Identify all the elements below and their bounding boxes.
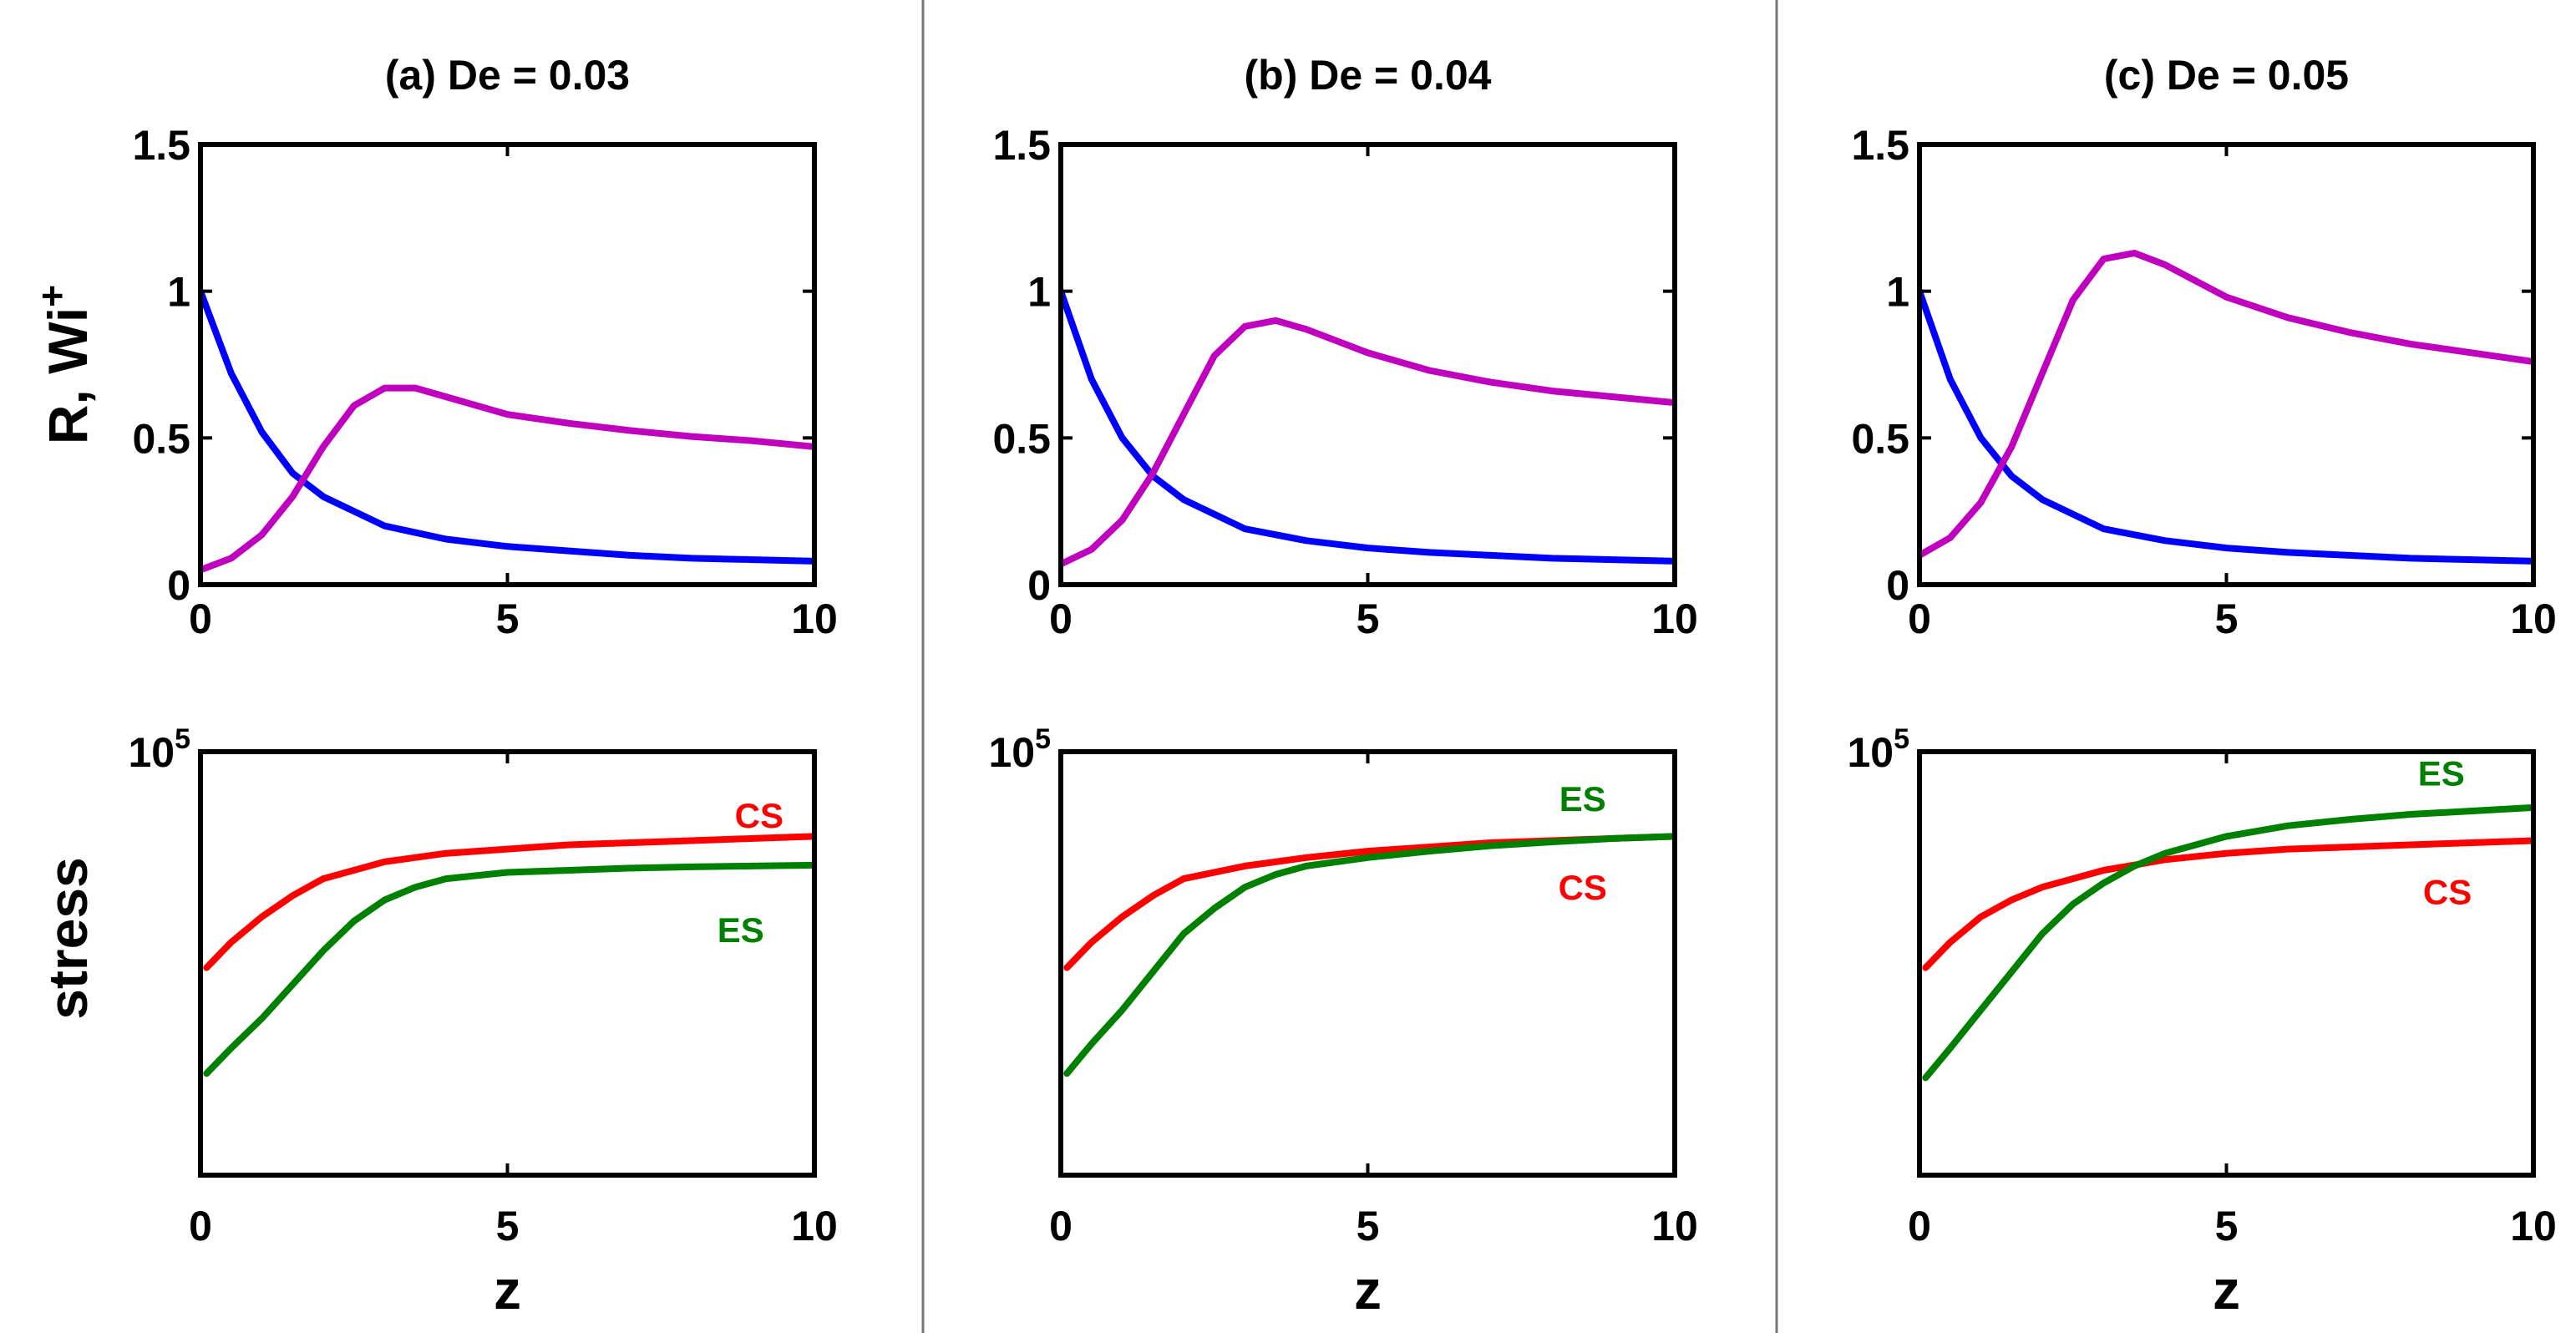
top-b-axes-frame [1058, 142, 1677, 587]
top-b-series-wi-plus [1061, 317, 1675, 568]
bottom-b-xtick-label-5: 5 [1356, 1203, 1380, 1249]
bottom-a-ytick-label-top: 105 [128, 723, 190, 776]
bottom-a-series-es [203, 861, 814, 1077]
bottom-b-ytick-label-top: 105 [988, 723, 1051, 776]
bottom-a-xtick-label-5: 5 [496, 1203, 520, 1249]
top-a-title: (a) De = 0.03 [385, 52, 630, 99]
top-c-series-r [1919, 287, 2533, 565]
top-c-xtick-label-0: 0 [1908, 596, 1931, 642]
top-c-axes-frame [1917, 142, 2536, 587]
top-b-xtick-label-10: 10 [1651, 596, 1698, 642]
bottom-c-xtick-label-0: 0 [1908, 1203, 1931, 1249]
top-b-ytick-label-0.5: 0.5 [992, 415, 1051, 462]
bottom-b-xtick-label-10: 10 [1651, 1203, 1698, 1249]
top-c-xtick-label-5: 5 [2215, 596, 2239, 642]
bottom-b-series-label-cs: CS [1559, 868, 1607, 907]
bottom-a-series-cs [203, 833, 814, 971]
top-a-ytick-label-1.5: 1.5 [132, 122, 190, 169]
bottom-ylabel: stress [37, 857, 99, 1020]
top-a-xtick-label-10: 10 [791, 596, 838, 642]
top-a-series-r [200, 287, 814, 565]
top-a-ytick-label-1: 1 [167, 269, 190, 316]
bottom-a-chart: 0 5 10 105 CS ES z [128, 723, 837, 1320]
top-b-title: (b) De = 0.04 [1245, 52, 1492, 99]
top-b-xtick-label-5: 5 [1356, 596, 1380, 642]
bottom-a-xtick-label-10: 10 [791, 1203, 838, 1249]
top-a-axes-frame [198, 142, 817, 587]
top-c-ytick-label-1.5: 1.5 [1851, 122, 1909, 169]
top-c-ytick-label-0.5: 0.5 [1851, 415, 1909, 462]
top-a-chart: 0 5 10 0 0.5 1 1.5 (a) De = 0.03 [132, 52, 837, 642]
top-ylabel: R, Wi+ [30, 285, 99, 444]
top-b-chart: 0 5 10 0 0.5 1 1.5 (b) De = 0.04 [992, 52, 1697, 642]
top-c-ytick-label-1: 1 [1886, 269, 1909, 316]
top-b-ytick-label-0: 0 [1027, 562, 1051, 609]
top-c-ytick-label-0: 0 [1886, 562, 1909, 609]
top-a-ytick-label-0: 0 [167, 562, 190, 609]
bottom-c-chart: 0 5 10 105 ES CS z [1847, 723, 2556, 1320]
top-b-ytick-label-1: 1 [1027, 269, 1051, 316]
bottom-a-xlabel: z [494, 1259, 521, 1320]
top-b-series-r [1061, 287, 1675, 565]
bottom-c-series-cs [1922, 837, 2533, 971]
top-c-title: (c) De = 0.05 [2104, 52, 2349, 99]
bottom-c-series-es [1922, 803, 2533, 1082]
bottom-c-ytick-label-top: 105 [1847, 723, 1909, 776]
top-c-series-wi-plus [1919, 250, 2533, 559]
bottom-a-series-label-es: ES [718, 910, 764, 950]
bottom-b-xtick-label-0: 0 [1049, 1203, 1072, 1249]
bottom-b-series-es [1063, 833, 1675, 1077]
top-b-xtick-label-0: 0 [1049, 596, 1072, 642]
bottom-c-series-label-cs: CS [2423, 872, 2472, 911]
top-c-xtick-label-10: 10 [2510, 596, 2557, 642]
bottom-a-xtick-label-0: 0 [189, 1203, 212, 1249]
top-a-xtick-label-0: 0 [189, 596, 212, 642]
bottom-b-xlabel: z [1354, 1259, 1382, 1320]
bottom-c-xlabel: z [2213, 1259, 2240, 1320]
top-c-chart: 0 5 10 0 0.5 1 1.5 (c) De = 0.05 [1851, 52, 2556, 642]
bottom-a-axes-frame [198, 749, 817, 1178]
bottom-a-series-label-cs: CS [735, 796, 783, 835]
bottom-c-xtick-label-10: 10 [2510, 1203, 2557, 1249]
top-a-ytick-label-0.5: 0.5 [132, 415, 190, 462]
top-b-ytick-label-1.5: 1.5 [992, 122, 1051, 169]
bottom-b-chart: 0 5 10 105 ES CS z [988, 723, 1697, 1320]
bottom-b-series-label-es: ES [1559, 779, 1606, 819]
top-a-xtick-label-5: 5 [496, 596, 520, 642]
bottom-c-series-label-es: ES [2418, 753, 2465, 793]
bottom-c-xtick-label-5: 5 [2215, 1203, 2239, 1249]
top-a-series-wi-plus [200, 384, 814, 574]
